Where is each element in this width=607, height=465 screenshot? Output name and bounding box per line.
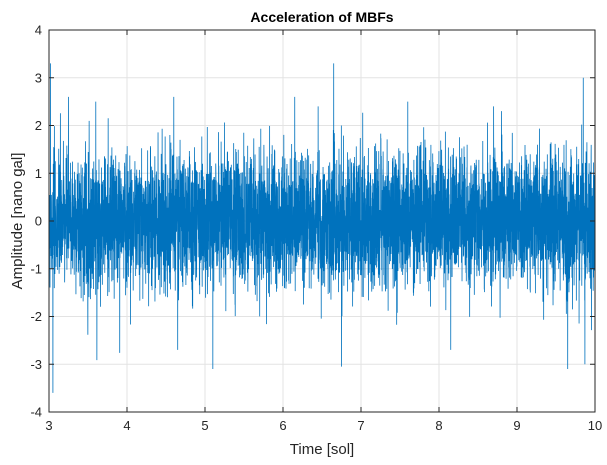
y-tick-label: 1 <box>35 166 42 181</box>
x-tick-label: 10 <box>588 418 602 433</box>
x-tick-label: 8 <box>435 418 442 433</box>
y-tick-label: -2 <box>30 309 42 324</box>
chart-title: Acceleration of MBFs <box>250 9 393 25</box>
x-axis-title: Time [sol] <box>290 441 354 458</box>
y-tick-labels: -4 -3 -2 -1 0 1 2 3 4 <box>30 23 42 420</box>
x-tick-label: 4 <box>123 418 130 433</box>
x-tick-labels: 3 4 5 6 7 8 9 10 <box>45 418 602 433</box>
x-tick-label: 5 <box>201 418 208 433</box>
y-tick-label: 0 <box>35 214 42 229</box>
y-tick-label: -3 <box>30 357 42 372</box>
ticks <box>48 29 596 413</box>
y-tick-label: -1 <box>30 261 42 276</box>
y-axis-title: Amplitude [nano gal] <box>9 153 26 290</box>
y-tick-label: 4 <box>35 23 42 38</box>
y-tick-label: -4 <box>30 405 42 420</box>
y-tick-label: 2 <box>35 118 42 133</box>
x-tick-label: 3 <box>45 418 52 433</box>
y-tick-label: 3 <box>35 70 42 85</box>
x-tick-label: 6 <box>279 418 286 433</box>
data-series <box>48 63 596 393</box>
x-tick-label: 7 <box>357 418 364 433</box>
x-tick-label: 9 <box>513 418 520 433</box>
series-line <box>48 63 596 393</box>
